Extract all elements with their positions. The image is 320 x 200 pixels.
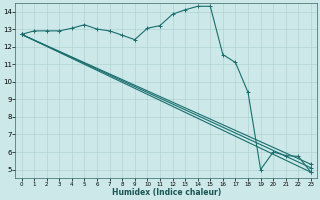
X-axis label: Humidex (Indice chaleur): Humidex (Indice chaleur) [112, 188, 221, 197]
